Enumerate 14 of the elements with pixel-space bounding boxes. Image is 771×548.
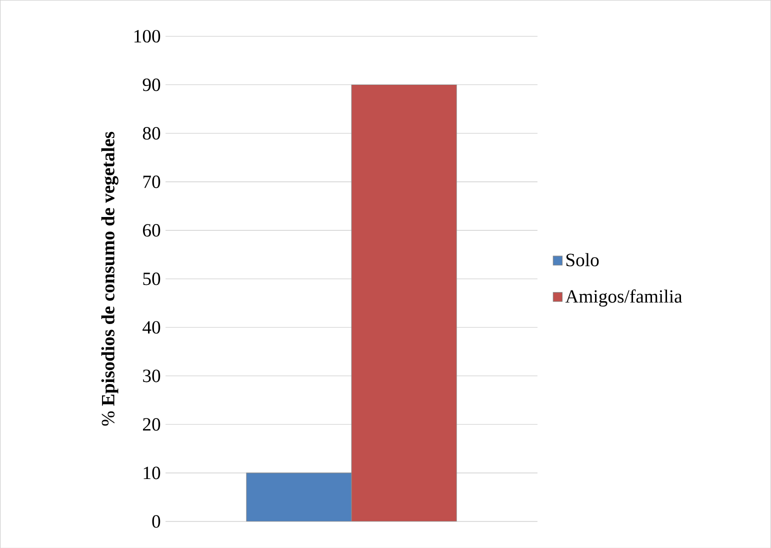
y-tick-label: 10 — [144, 466, 160, 480]
legend-label: Amigos/familia — [565, 289, 682, 306]
y-axis-title: % Episodios de consumo de vegetales — [101, 132, 118, 426]
y-tick-label: 100 — [134, 30, 160, 42]
y-tick-label: 30 — [143, 369, 160, 382]
y-tick-label: 40 — [142, 320, 160, 334]
legend-label: Solo — [566, 252, 599, 266]
y-tick-label: 0 — [152, 514, 160, 528]
y-tick-label: 20 — [143, 418, 160, 431]
y-tick-label: 80 — [142, 126, 160, 140]
y-tick-label: 70 — [143, 175, 160, 188]
y-tick-label: 50 — [143, 272, 160, 285]
y-tick-label: 90 — [142, 78, 160, 91]
y-tick-label: 60 — [142, 224, 160, 236]
